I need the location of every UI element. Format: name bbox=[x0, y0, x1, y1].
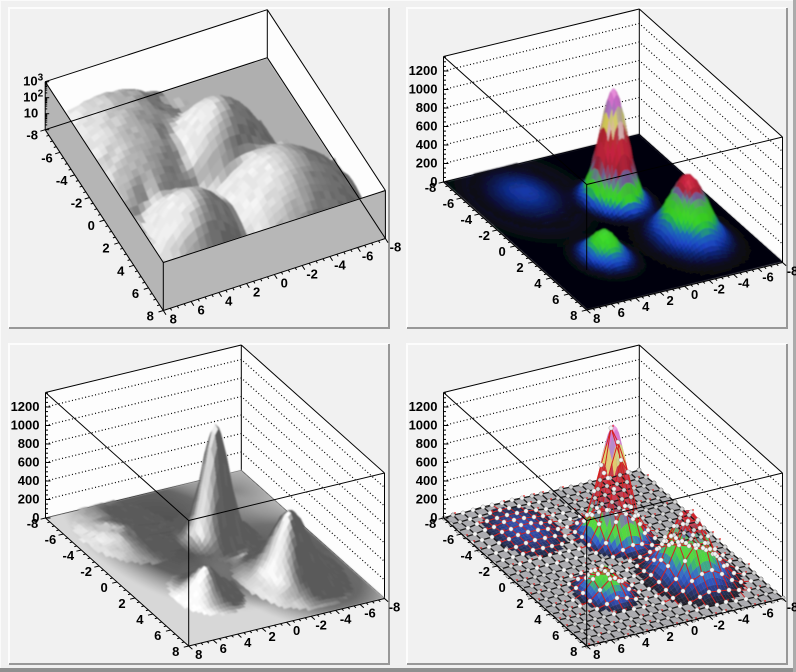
svg-text:-8: -8 bbox=[389, 600, 401, 615]
svg-text:-2: -2 bbox=[713, 617, 725, 632]
svg-text:6: 6 bbox=[220, 641, 227, 656]
svg-text:6: 6 bbox=[552, 292, 559, 307]
svg-text:10: 10 bbox=[24, 106, 38, 121]
svg-text:1200: 1200 bbox=[409, 63, 438, 78]
svg-text:-8: -8 bbox=[27, 516, 39, 531]
svg-text:4: 4 bbox=[534, 612, 542, 627]
svg-text:1200: 1200 bbox=[11, 399, 40, 414]
svg-text:2: 2 bbox=[118, 596, 125, 611]
svg-text:-2: -2 bbox=[71, 196, 83, 211]
svg-text:-2: -2 bbox=[315, 617, 327, 632]
svg-text:-4: -4 bbox=[738, 275, 750, 290]
svg-text:200: 200 bbox=[416, 156, 438, 171]
svg-text:-6: -6 bbox=[443, 196, 455, 211]
svg-text:2: 2 bbox=[102, 241, 109, 256]
svg-text:200: 200 bbox=[416, 492, 438, 507]
svg-text:-2: -2 bbox=[306, 267, 318, 282]
svg-text:6: 6 bbox=[618, 641, 625, 656]
svg-text:2: 2 bbox=[516, 596, 523, 611]
svg-text:4: 4 bbox=[534, 276, 542, 291]
svg-text:-8: -8 bbox=[390, 240, 402, 255]
svg-text:600: 600 bbox=[416, 455, 438, 470]
svg-text:6: 6 bbox=[618, 305, 625, 320]
svg-text:400: 400 bbox=[416, 137, 438, 152]
svg-text:0: 0 bbox=[281, 276, 288, 291]
svg-text:-8: -8 bbox=[787, 264, 796, 279]
svg-text:400: 400 bbox=[18, 473, 40, 488]
svg-text:2: 2 bbox=[666, 293, 673, 308]
svg-text:8: 8 bbox=[570, 308, 577, 323]
svg-text:800: 800 bbox=[18, 436, 40, 451]
svg-text:6: 6 bbox=[132, 286, 139, 301]
svg-text:0: 0 bbox=[100, 580, 107, 595]
svg-text:-6: -6 bbox=[762, 605, 774, 620]
svg-text:0: 0 bbox=[88, 218, 95, 233]
svg-text:4: 4 bbox=[642, 299, 650, 314]
svg-text:0: 0 bbox=[691, 287, 698, 302]
svg-text:-4: -4 bbox=[334, 258, 346, 273]
svg-text:-6: -6 bbox=[762, 269, 774, 284]
svg-text:-6: -6 bbox=[364, 605, 376, 620]
svg-text:-8: -8 bbox=[787, 600, 796, 615]
svg-text:4: 4 bbox=[225, 294, 233, 309]
svg-text:1200: 1200 bbox=[409, 399, 438, 414]
svg-text:8: 8 bbox=[172, 644, 179, 659]
svg-text:-8: -8 bbox=[425, 516, 437, 531]
svg-text:4: 4 bbox=[642, 635, 650, 650]
svg-text:-6: -6 bbox=[41, 150, 53, 165]
svg-text:600: 600 bbox=[18, 455, 40, 470]
svg-text:-6: -6 bbox=[362, 249, 374, 264]
svg-text:8: 8 bbox=[593, 311, 600, 326]
svg-text:1000: 1000 bbox=[11, 418, 40, 433]
svg-text:4: 4 bbox=[117, 263, 125, 278]
svg-text:4: 4 bbox=[244, 635, 252, 650]
svg-text:600: 600 bbox=[416, 119, 438, 134]
svg-text:0: 0 bbox=[498, 580, 505, 595]
svg-text:-6: -6 bbox=[443, 532, 455, 547]
svg-text:0: 0 bbox=[498, 244, 505, 259]
svg-text:8: 8 bbox=[147, 309, 154, 324]
svg-text:6: 6 bbox=[154, 628, 161, 643]
svg-text:-2: -2 bbox=[80, 564, 92, 579]
svg-text:1000: 1000 bbox=[409, 82, 438, 97]
svg-text:8: 8 bbox=[593, 647, 600, 662]
svg-text:-4: -4 bbox=[340, 611, 352, 626]
svg-text:2: 2 bbox=[666, 629, 673, 644]
svg-text:8: 8 bbox=[195, 647, 202, 662]
svg-text:6: 6 bbox=[197, 303, 204, 318]
svg-text:-4: -4 bbox=[461, 212, 473, 227]
svg-text:-2: -2 bbox=[478, 228, 490, 243]
svg-text:2: 2 bbox=[253, 285, 260, 300]
svg-text:-2: -2 bbox=[713, 281, 725, 296]
svg-text:0: 0 bbox=[430, 174, 437, 189]
svg-text:8: 8 bbox=[170, 312, 177, 327]
svg-text:1000: 1000 bbox=[409, 418, 438, 433]
svg-text:0: 0 bbox=[32, 510, 39, 525]
svg-text:4: 4 bbox=[136, 612, 144, 627]
svg-text:-4: -4 bbox=[56, 173, 68, 188]
svg-text:-4: -4 bbox=[738, 611, 750, 626]
svg-text:2: 2 bbox=[268, 629, 275, 644]
svg-text:2: 2 bbox=[516, 260, 523, 275]
svg-text:0: 0 bbox=[691, 623, 698, 638]
svg-text:0: 0 bbox=[293, 623, 300, 638]
svg-text:8: 8 bbox=[570, 644, 577, 659]
svg-text:0: 0 bbox=[430, 510, 437, 525]
svg-text:-8: -8 bbox=[26, 128, 38, 143]
svg-text:-8: -8 bbox=[425, 180, 437, 195]
svg-text:800: 800 bbox=[416, 436, 438, 451]
svg-text:200: 200 bbox=[18, 492, 40, 507]
svg-text:800: 800 bbox=[416, 100, 438, 115]
svg-text:-2: -2 bbox=[478, 564, 490, 579]
svg-text:-4: -4 bbox=[461, 548, 473, 563]
svg-text:-6: -6 bbox=[45, 532, 57, 547]
svg-text:-4: -4 bbox=[63, 548, 75, 563]
svg-text:400: 400 bbox=[416, 473, 438, 488]
svg-text:6: 6 bbox=[552, 628, 559, 643]
